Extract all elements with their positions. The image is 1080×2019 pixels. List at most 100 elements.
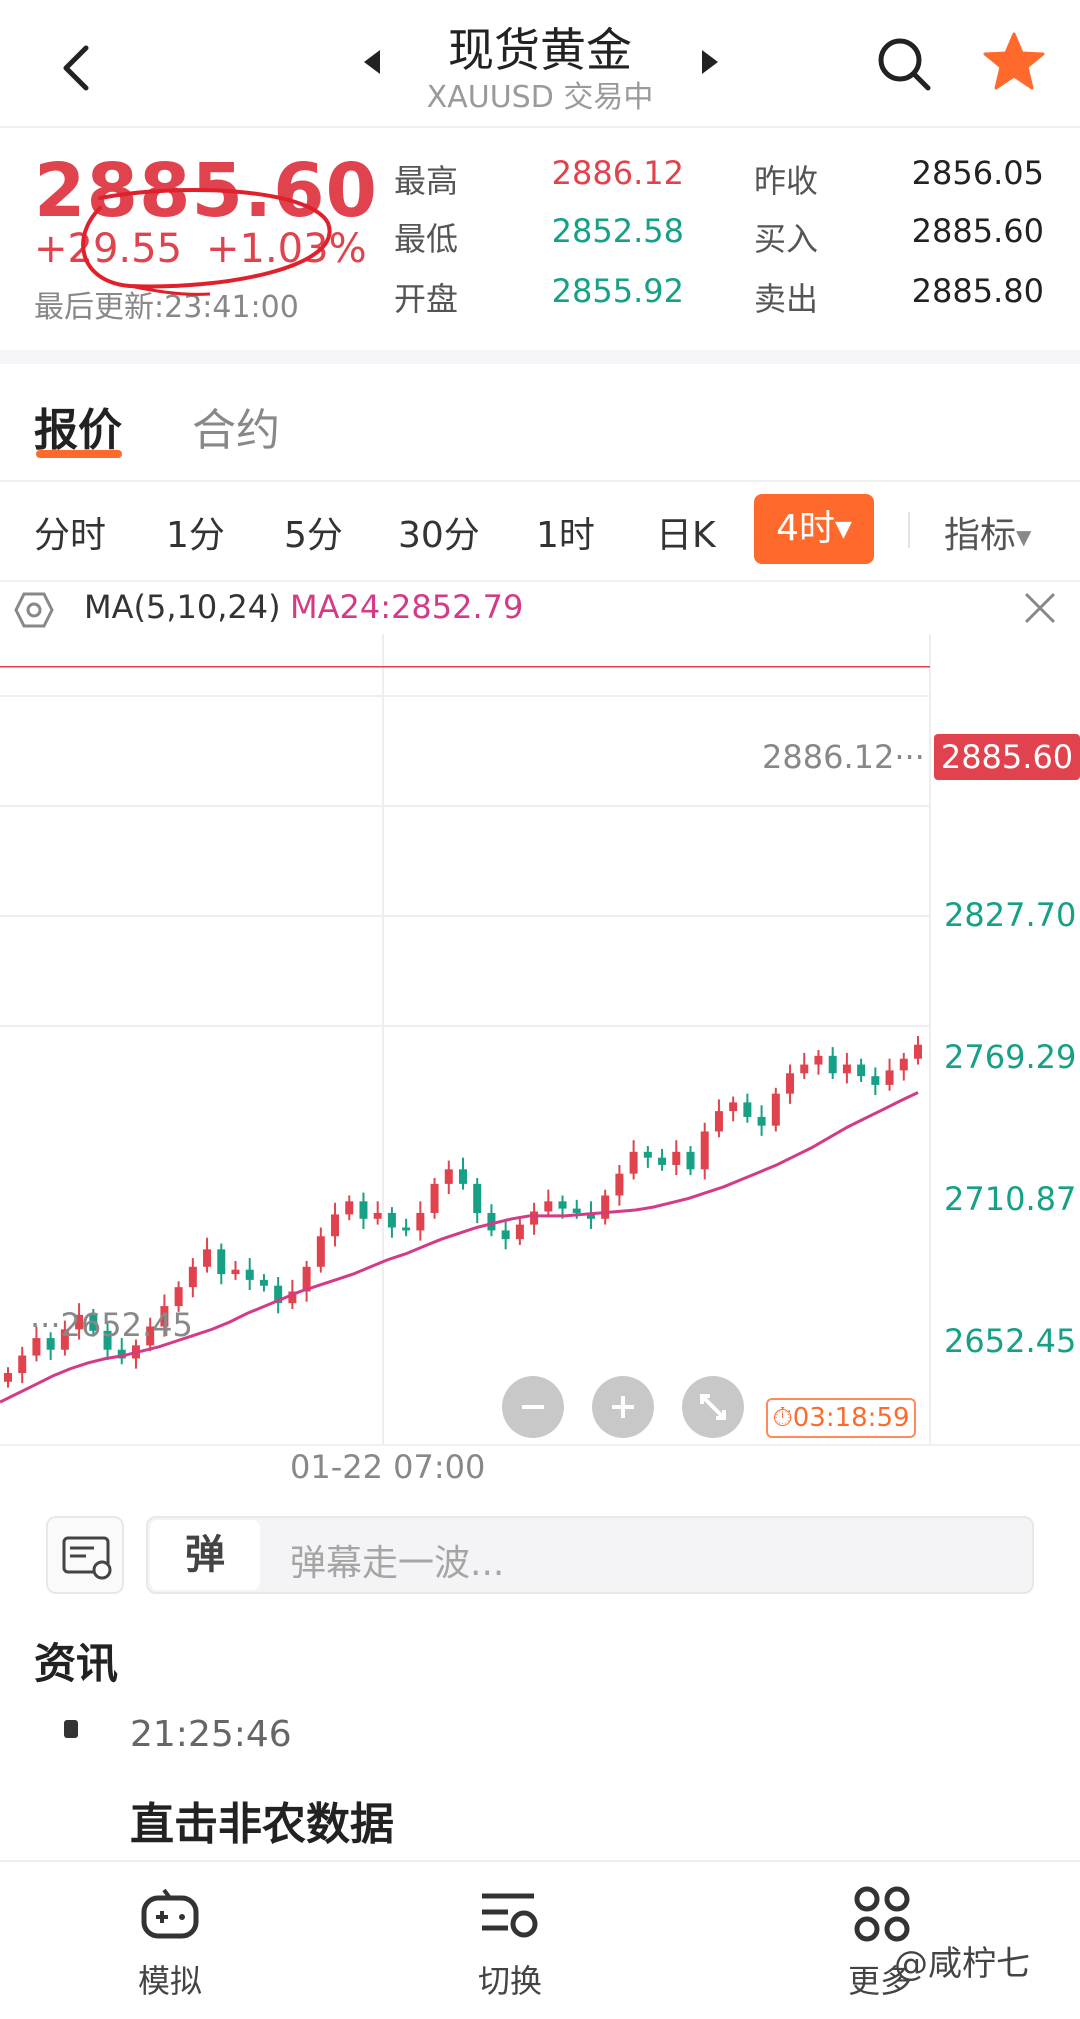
danmaku-settings-button[interactable] — [46, 1516, 124, 1594]
candlestick-chart[interactable] — [0, 634, 1080, 1444]
candle-body — [786, 1073, 795, 1094]
news-title[interactable]: 直击非农数据 — [130, 1799, 394, 1850]
fullscreen-icon — [700, 1394, 726, 1420]
candle-body — [914, 1044, 922, 1059]
candle-body — [629, 1151, 638, 1174]
candle-body — [729, 1102, 738, 1112]
watermark: @咸柠七 — [894, 1944, 1030, 1984]
candle-body — [501, 1230, 510, 1240]
card-settings-icon — [62, 1536, 112, 1580]
candle-body — [203, 1249, 212, 1267]
candle-body — [842, 1064, 851, 1074]
caret-right-icon[interactable] — [700, 48, 720, 76]
period-4h-active[interactable]: 4时▼ — [754, 494, 874, 564]
candle-body — [430, 1183, 439, 1213]
chart-bottom-border — [0, 1444, 1080, 1446]
more-grid-icon[interactable] — [852, 1884, 912, 1944]
settings-hex-icon[interactable] — [14, 592, 54, 628]
period-timeshare[interactable]: 分时 — [34, 515, 107, 556]
danmaku-toggle[interactable]: 弹 — [150, 1520, 260, 1590]
candle-body — [530, 1211, 539, 1225]
close-icon[interactable] — [1022, 590, 1058, 626]
tab-active-indicator — [36, 450, 122, 458]
ma24-value: MA24:2852.79 — [290, 588, 524, 626]
nav-switch[interactable]: 切换 — [477, 1962, 542, 2000]
tab-contract[interactable]: 合约 — [192, 405, 280, 456]
period-divider — [908, 512, 910, 548]
candle-body — [402, 1227, 411, 1231]
candle-body — [32, 1338, 41, 1356]
header-divider — [0, 126, 1080, 128]
candle-body — [18, 1355, 27, 1374]
open-label: 开盘 — [394, 280, 459, 318]
countdown-value: 03:18:59 — [792, 1403, 910, 1433]
candle-body — [658, 1157, 667, 1165]
candle-body — [60, 1329, 69, 1350]
current-price-tag: 2885.60 — [934, 734, 1080, 780]
caret-down-icon: ▼ — [834, 517, 852, 542]
news-time: 21:25:46 — [130, 1714, 292, 1755]
candle-body — [885, 1070, 894, 1085]
switch-icon[interactable] — [478, 1888, 542, 1944]
candle-body — [174, 1287, 183, 1307]
candle-body — [416, 1212, 425, 1231]
candle-body — [757, 1116, 766, 1126]
candle-body — [771, 1093, 780, 1126]
zoom-in-button[interactable] — [592, 1376, 654, 1438]
tab-quote[interactable]: 报价 — [34, 405, 122, 456]
candle-body — [345, 1201, 354, 1215]
zoom-out-button[interactable] — [502, 1376, 564, 1438]
candle-body — [615, 1173, 624, 1196]
candle-body — [274, 1285, 283, 1304]
ask-value: 2885.80 — [911, 272, 1044, 310]
prev-close-label: 昨收 — [754, 162, 819, 200]
period-30m[interactable]: 30分 — [398, 515, 480, 556]
low-marker-value: 2652.45 — [60, 1306, 193, 1344]
indicator-button[interactable]: 指标▼ — [944, 506, 1031, 558]
search-icon[interactable] — [874, 34, 934, 94]
page-title: 现货黄金 — [448, 23, 632, 77]
period-4h-label: 4时 — [776, 508, 835, 549]
period-daily[interactable]: 日K — [656, 515, 716, 556]
candle-body — [373, 1212, 382, 1219]
candle-body — [359, 1201, 368, 1219]
section-divider — [0, 350, 1080, 364]
candle-body — [899, 1058, 908, 1071]
candle-body — [4, 1373, 12, 1382]
nav-simulate[interactable]: 模拟 — [137, 1962, 202, 2000]
bottom-nav-divider — [0, 1860, 1080, 1862]
minus-icon — [522, 1405, 544, 1409]
y-tick-label: 2769.29 — [944, 1038, 1077, 1076]
ma-label: MA(5,10,24) — [84, 588, 281, 626]
nav-more[interactable]: 更多 — [847, 1962, 912, 2000]
candle-countdown: ⏱03:18:59 — [766, 1398, 916, 1438]
candle-body — [515, 1224, 524, 1240]
caret-left-icon[interactable] — [362, 48, 382, 76]
high-label: 最高 — [394, 162, 459, 200]
danmaku-input[interactable] — [146, 1516, 1034, 1594]
fullscreen-button[interactable] — [682, 1376, 744, 1438]
tabs-divider — [0, 480, 1080, 482]
candle-body — [245, 1269, 254, 1280]
candle-body — [459, 1169, 467, 1184]
bullet-icon — [64, 1720, 78, 1738]
open-value: 2855.92 — [551, 272, 684, 310]
candle-body — [75, 1314, 84, 1330]
candle-body — [302, 1266, 311, 1292]
period-1m[interactable]: 1分 — [166, 515, 225, 556]
candle-body — [487, 1212, 496, 1231]
period-1h[interactable]: 1时 — [536, 515, 595, 556]
page-subtitle: XAUUSD 交易中 — [426, 80, 654, 115]
candle-body — [288, 1291, 297, 1304]
x-tick-label: 01-22 07:00 — [290, 1448, 486, 1486]
gamepad-icon[interactable] — [138, 1884, 202, 1944]
back-icon[interactable] — [48, 38, 108, 98]
star-icon[interactable] — [982, 30, 1046, 94]
candle-body — [800, 1064, 809, 1074]
candle-body — [316, 1236, 325, 1267]
candle-body — [46, 1338, 55, 1350]
plus-icon — [612, 1396, 634, 1418]
news-heading: 资讯 — [34, 1639, 119, 1688]
period-5m[interactable]: 5分 — [284, 515, 343, 556]
danmaku-tag-label: 弹 — [185, 1532, 225, 1578]
